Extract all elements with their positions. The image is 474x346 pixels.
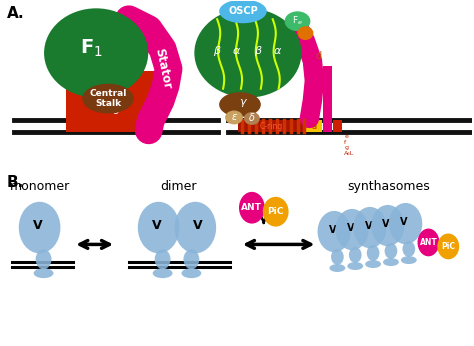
Text: ε: ε bbox=[231, 112, 237, 122]
Ellipse shape bbox=[225, 110, 243, 125]
Text: dimer: dimer bbox=[160, 180, 197, 193]
Text: monomer: monomer bbox=[9, 180, 70, 193]
Ellipse shape bbox=[318, 211, 351, 252]
Text: Stator: Stator bbox=[152, 47, 173, 91]
Bar bbox=[66, 71, 155, 132]
Text: F$_o$: F$_o$ bbox=[102, 98, 120, 117]
Ellipse shape bbox=[438, 234, 459, 259]
Ellipse shape bbox=[239, 192, 265, 224]
Text: V: V bbox=[401, 217, 408, 227]
Bar bbox=[306, 120, 322, 132]
Bar bbox=[238, 120, 305, 132]
Ellipse shape bbox=[219, 92, 261, 117]
Ellipse shape bbox=[298, 26, 313, 40]
Ellipse shape bbox=[194, 8, 301, 98]
Text: α: α bbox=[232, 46, 240, 56]
Ellipse shape bbox=[331, 249, 344, 265]
Ellipse shape bbox=[183, 249, 199, 269]
Text: β: β bbox=[213, 46, 220, 56]
Text: a: a bbox=[312, 122, 317, 131]
Ellipse shape bbox=[371, 205, 404, 246]
Ellipse shape bbox=[389, 203, 422, 244]
Ellipse shape bbox=[329, 264, 346, 272]
Text: B.: B. bbox=[7, 175, 24, 190]
Ellipse shape bbox=[138, 202, 180, 253]
Ellipse shape bbox=[336, 209, 369, 250]
Text: α: α bbox=[274, 46, 282, 56]
Text: ANT: ANT bbox=[241, 203, 262, 212]
Ellipse shape bbox=[182, 268, 201, 278]
Ellipse shape bbox=[383, 258, 399, 266]
Text: V: V bbox=[329, 225, 337, 235]
Text: C-ring: C-ring bbox=[260, 122, 283, 131]
Text: e
f
g
A₆L: e f g A₆L bbox=[344, 134, 355, 155]
Text: A.: A. bbox=[7, 6, 25, 21]
Ellipse shape bbox=[44, 8, 148, 98]
Text: ANT: ANT bbox=[419, 238, 438, 247]
Ellipse shape bbox=[155, 249, 171, 269]
Ellipse shape bbox=[401, 256, 417, 264]
Ellipse shape bbox=[19, 202, 60, 253]
Text: V: V bbox=[192, 219, 202, 232]
Text: d: d bbox=[315, 51, 321, 61]
Ellipse shape bbox=[418, 229, 439, 256]
Text: V: V bbox=[347, 223, 354, 233]
Ellipse shape bbox=[347, 262, 363, 270]
Ellipse shape bbox=[244, 112, 260, 125]
Text: δ: δ bbox=[249, 113, 255, 124]
Ellipse shape bbox=[174, 202, 216, 253]
Ellipse shape bbox=[384, 243, 397, 259]
Text: OSCP: OSCP bbox=[228, 6, 258, 16]
Ellipse shape bbox=[34, 268, 54, 278]
Text: PiC: PiC bbox=[441, 242, 456, 251]
Text: b: b bbox=[314, 86, 320, 95]
Text: F$_1$: F$_1$ bbox=[80, 37, 103, 59]
Text: synthasomes: synthasomes bbox=[347, 180, 430, 193]
Ellipse shape bbox=[219, 0, 267, 23]
Text: Central
Stalk: Central Stalk bbox=[90, 89, 127, 108]
Text: V: V bbox=[152, 219, 162, 232]
Text: β: β bbox=[254, 46, 261, 56]
Ellipse shape bbox=[353, 207, 387, 248]
Text: V: V bbox=[365, 221, 372, 231]
Ellipse shape bbox=[284, 11, 310, 31]
Ellipse shape bbox=[349, 247, 362, 263]
Ellipse shape bbox=[36, 249, 52, 269]
Ellipse shape bbox=[153, 268, 173, 278]
Text: PiC: PiC bbox=[267, 207, 284, 216]
Text: F$_e$: F$_e$ bbox=[292, 15, 303, 27]
Ellipse shape bbox=[402, 241, 415, 257]
Text: γ: γ bbox=[240, 97, 246, 107]
Ellipse shape bbox=[263, 197, 289, 227]
Ellipse shape bbox=[82, 84, 134, 113]
Bar bbox=[323, 66, 332, 132]
Text: V: V bbox=[33, 219, 43, 232]
Ellipse shape bbox=[367, 245, 380, 261]
Ellipse shape bbox=[365, 260, 381, 268]
Bar bbox=[333, 120, 342, 132]
Text: V: V bbox=[383, 219, 390, 229]
